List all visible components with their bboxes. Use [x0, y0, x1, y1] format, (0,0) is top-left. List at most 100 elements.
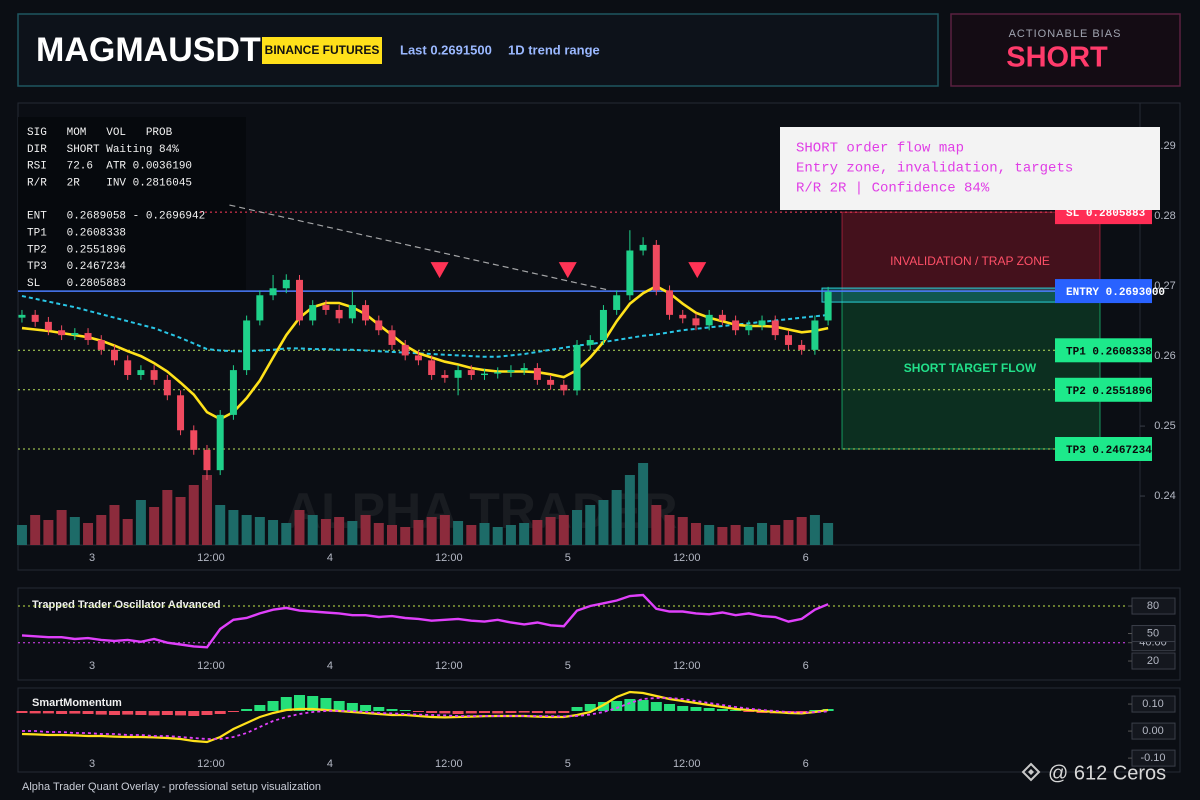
histogram-bar — [188, 711, 200, 716]
histogram-bar — [611, 701, 623, 711]
histogram-bar — [241, 709, 253, 711]
volume-bar — [373, 523, 384, 545]
level-value: 0.2805883 — [1086, 208, 1146, 220]
level-tag-text: TP2 0.2551896 — [1066, 386, 1152, 398]
volume-bar — [135, 500, 146, 545]
level-tag — [1055, 279, 1152, 304]
histogram-bar — [439, 711, 451, 714]
x-tick-label: 5 — [565, 758, 571, 770]
candle-body — [190, 430, 198, 450]
volume-bar — [545, 517, 556, 545]
volume-bar — [770, 525, 781, 545]
volume-bar — [519, 523, 530, 545]
volume-bar — [241, 515, 252, 545]
y-tick-label: 0.27 — [1154, 280, 1175, 292]
volume-bar — [188, 485, 199, 545]
volume-bar — [690, 523, 701, 545]
histogram-bar — [346, 703, 358, 711]
level-tag — [1055, 377, 1152, 402]
candle-body — [441, 375, 449, 378]
stats-bg — [18, 117, 246, 291]
candle-body — [428, 360, 436, 376]
candle-body — [401, 344, 409, 356]
volume-bar — [439, 515, 450, 545]
volume-bar — [413, 520, 424, 545]
volume-bar — [96, 515, 107, 545]
overlay-box: SHORT order flow map Entry zone, invalida… — [780, 127, 1160, 210]
histogram-bar — [637, 700, 649, 711]
level-tag-text: SL 0.2805883 — [1066, 208, 1146, 220]
level-name: SL — [1066, 208, 1080, 220]
volume-bar — [387, 525, 397, 545]
y-tick-label: 80 — [1147, 600, 1159, 612]
candle-body — [692, 318, 700, 326]
candle-body — [533, 368, 541, 380]
candle-body — [335, 309, 343, 319]
volume-bar — [16, 525, 27, 545]
histogram-bar — [412, 711, 424, 712]
candle-body — [110, 349, 118, 361]
candle-body — [507, 370, 515, 373]
x-tick-label: 4 — [327, 660, 333, 672]
histogram-bar — [426, 711, 438, 713]
x-tick-label: 12:00 — [435, 758, 463, 770]
candle-body — [256, 295, 264, 321]
x-tick-label: 5 — [565, 552, 571, 564]
volume-bar — [426, 517, 437, 545]
panel-title: SmartMomentum — [32, 697, 122, 709]
volume-bar — [122, 519, 133, 545]
level-name: TP2 — [1066, 386, 1086, 398]
volume-bar — [215, 505, 226, 545]
badge-box — [262, 37, 382, 64]
volume-bar — [532, 520, 543, 545]
candle-body — [679, 314, 687, 319]
y-tick-label: 20 — [1147, 655, 1159, 667]
histogram-bar — [822, 709, 834, 711]
x-tick-label: 12:00 — [197, 660, 225, 672]
level-value: 0.2551896 — [1092, 386, 1151, 398]
histogram-bar — [135, 711, 147, 715]
histogram-bar — [360, 705, 372, 711]
last-price: Last 0.2691500 — [400, 42, 492, 57]
histogram-bar — [386, 709, 398, 711]
volume-bar — [638, 463, 649, 545]
level-value: 0.2608338 — [1092, 346, 1152, 358]
range: 1D trend range — [508, 42, 600, 57]
x-tick-label: 4 — [327, 552, 333, 564]
x-tick-label: 6 — [803, 660, 809, 672]
candle-body — [229, 370, 237, 415]
volume-bar — [268, 520, 279, 545]
histogram-bar — [624, 699, 636, 711]
x-tick-label: 12:00 — [435, 552, 463, 564]
histogram-bar — [95, 711, 107, 715]
x-tick-label: 12:00 — [673, 660, 701, 672]
histogram-bar — [650, 702, 662, 711]
candle-body — [586, 340, 594, 345]
candle-body — [811, 320, 819, 350]
candle-body — [348, 305, 356, 319]
histogram-bar — [267, 701, 279, 711]
candle-body — [705, 314, 713, 326]
histogram-bar — [254, 705, 266, 711]
y-tick-label: 0.24 — [1154, 490, 1175, 502]
volume-bar — [611, 490, 622, 545]
candle-body — [573, 344, 581, 391]
volume-bar — [294, 510, 305, 545]
candle-body — [150, 370, 158, 380]
candle-body — [771, 320, 779, 336]
candle-body — [454, 370, 462, 378]
volume-bar — [664, 515, 675, 545]
volume-bar — [823, 523, 834, 545]
bias-value: SHORT — [1006, 42, 1108, 74]
candle-body — [494, 372, 502, 374]
histogram-bar — [597, 702, 609, 711]
y-tick-label: -0.10 — [1140, 752, 1165, 764]
zone-label: SHORT TARGET FLOW — [904, 361, 1037, 375]
candle-body — [639, 244, 647, 251]
histogram-bar — [214, 711, 226, 714]
histogram-bar — [518, 711, 530, 713]
x-tick-label: 12:00 — [435, 660, 463, 672]
stats-line: DIR SHORT Waiting 84% — [27, 144, 179, 156]
volume-bar — [505, 525, 516, 545]
